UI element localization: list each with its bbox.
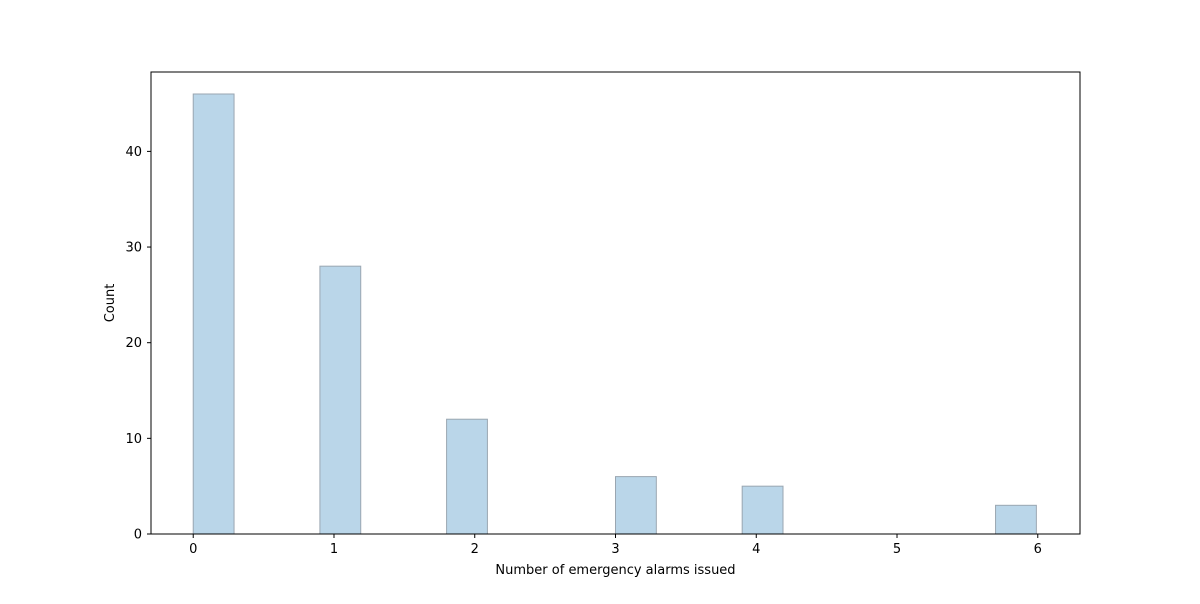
x-axis-ticks: 0 1 2 3 4 5 6 xyxy=(189,534,1042,557)
x-tick-label: 4 xyxy=(752,542,760,557)
x-axis-label: Number of emergency alarms issued xyxy=(495,563,735,578)
y-axis-label: Count xyxy=(103,284,118,323)
y-tick-label: 10 xyxy=(125,432,142,447)
bars-layer xyxy=(192,93,1037,535)
x-tick-label: 3 xyxy=(611,542,619,557)
y-axis-ticks: 0 10 20 30 40 xyxy=(125,145,151,543)
histogram-bar-1 xyxy=(319,265,362,535)
axes-frame xyxy=(150,71,1081,535)
histogram-bar-4 xyxy=(741,485,784,535)
histogram-bar-0 xyxy=(192,93,235,535)
x-tick-label: 0 xyxy=(189,542,197,557)
histogram-bar-2 xyxy=(446,418,488,535)
y-tick-label: 20 xyxy=(125,336,142,351)
x-tick-label: 1 xyxy=(330,542,338,557)
histogram-bar-3 xyxy=(615,476,657,535)
y-tick-label: 30 xyxy=(125,241,142,256)
x-tick-label: 5 xyxy=(893,542,901,557)
x-tick-label: 2 xyxy=(471,542,479,557)
y-tick-label: 40 xyxy=(125,145,142,160)
y-tick-label: 0 xyxy=(134,528,142,543)
x-tick-label: 6 xyxy=(1034,542,1042,557)
histogram-bar-5 xyxy=(995,504,1037,535)
